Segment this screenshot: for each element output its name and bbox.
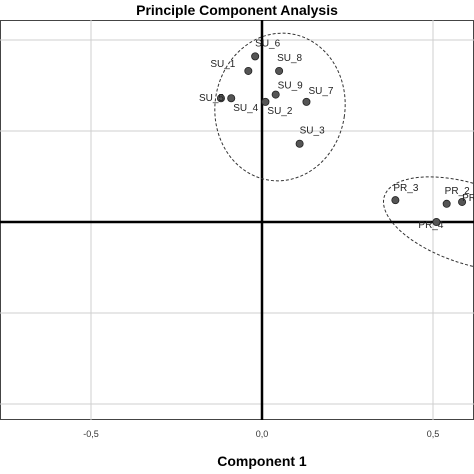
- chart-title: Principle Component Analysis: [136, 2, 338, 18]
- data-point-label: PR: [462, 193, 474, 204]
- data-point: [302, 97, 311, 106]
- data-point-label: SU_4: [233, 103, 258, 114]
- data-point-label: PR_4: [418, 220, 443, 231]
- data-point-label: SU_5: [199, 93, 224, 104]
- data-point-label: PR_2: [445, 186, 470, 197]
- data-point-label: SU_1: [210, 59, 235, 70]
- x-axis-title: Component 1: [217, 453, 307, 469]
- data-point: [227, 94, 236, 103]
- data-point-label: SU_7: [308, 86, 333, 97]
- data-point: [442, 199, 451, 208]
- data-point-label: SU_8: [277, 53, 302, 64]
- cluster-ellipse-su: [214, 32, 346, 182]
- data-point-label: SU_6: [255, 38, 280, 49]
- data-point: [271, 90, 280, 99]
- data-point-label: SU_3: [300, 126, 325, 137]
- data-point: [251, 52, 260, 61]
- data-point-label: SU_2: [267, 106, 292, 117]
- data-point-label: PR_3: [393, 183, 418, 194]
- data-point: [216, 94, 225, 103]
- plot-frame: [0, 20, 474, 420]
- data-point: [432, 217, 441, 226]
- x-tick-label: 0,0: [256, 429, 269, 439]
- data-point: [458, 197, 467, 206]
- cluster-ellipse-pr: [383, 176, 474, 272]
- x-tick-label: -0,5: [83, 429, 99, 439]
- data-point: [391, 196, 400, 205]
- data-point: [295, 139, 304, 148]
- x-tick-label: 0,5: [427, 429, 440, 439]
- data-point: [275, 66, 284, 75]
- data-point: [261, 97, 270, 106]
- data-point-label: SU_9: [278, 81, 303, 92]
- data-point: [244, 66, 253, 75]
